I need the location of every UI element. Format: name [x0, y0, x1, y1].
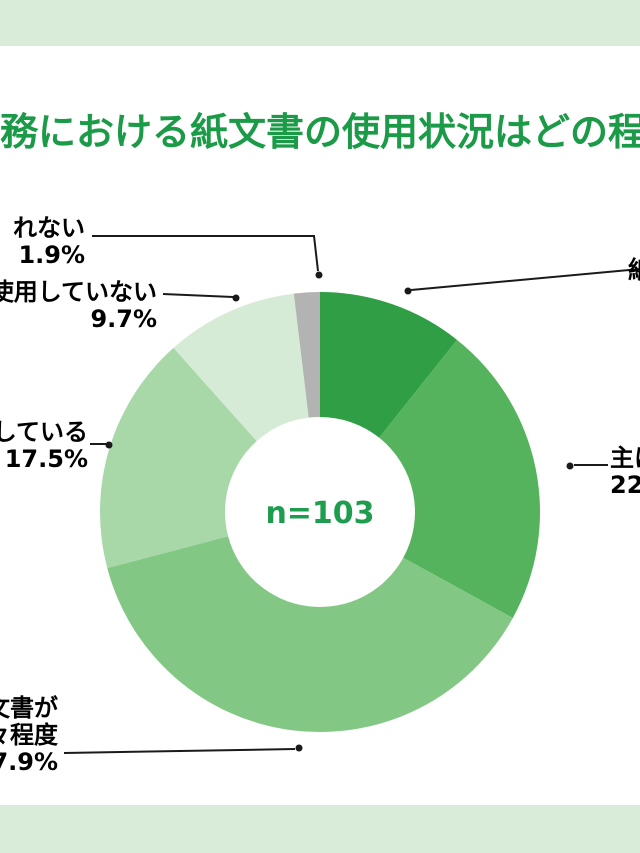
- callout-text: 々程度: [0, 721, 58, 749]
- leader-line-only-paper: [410, 268, 640, 291]
- callout-label-rarely-use: 使用していない 9.7%: [0, 279, 157, 333]
- callout-value: 17.5%: [4, 445, 88, 473]
- callout-text: 紙: [628, 257, 640, 284]
- leader-line-cannot-answer: [92, 235, 319, 272]
- callout-value: 7.9%: [0, 748, 58, 776]
- leader-line-rarely-use: [162, 293, 234, 298]
- sample-size-label: n=103: [265, 496, 375, 531]
- donut-slice-2: [107, 536, 513, 733]
- callout-label-half-half: 文書が 々程度 7.9%: [0, 695, 58, 776]
- callout-text: 使用していない: [0, 278, 157, 306]
- leader-dot-cannot-answer: [315, 271, 323, 279]
- callout-value: 9.7%: [90, 305, 157, 333]
- callout-value: 1.9%: [18, 241, 85, 269]
- donut-slice-1: [379, 339, 541, 618]
- donut-slice-4: [173, 293, 309, 442]
- donut-slice-0: [320, 292, 458, 438]
- leader-dot-half-half: [295, 744, 303, 752]
- bottom-background-band: [0, 805, 640, 853]
- donut-slice-3: [100, 347, 257, 569]
- leader-dot-only-paper: [404, 287, 412, 295]
- callout-text: している: [0, 418, 88, 446]
- page-title: 務における紙文書の使用状況はどの程: [0, 110, 640, 154]
- callout-value: 22.: [610, 471, 640, 499]
- leader-dot-mainly-digital: [105, 441, 113, 449]
- callout-label-mainly-digital: している 17.5%: [0, 419, 88, 473]
- leader-line-half-half: [63, 748, 296, 754]
- callout-text: 主に: [610, 444, 640, 472]
- top-background-band: [0, 0, 640, 46]
- leader-dot-mainly-paper: [566, 462, 574, 470]
- donut-slice-5: [293, 292, 320, 418]
- callout-label-only-paper: 紙: [628, 257, 640, 284]
- callout-text: 文書が: [0, 694, 58, 722]
- leader-dot-rarely-use: [232, 294, 240, 302]
- callout-label-mainly-paper: 主に 22.: [610, 445, 640, 499]
- callout-text: れない: [13, 214, 85, 242]
- callout-label-cannot-answer: れない 1.9%: [0, 215, 85, 269]
